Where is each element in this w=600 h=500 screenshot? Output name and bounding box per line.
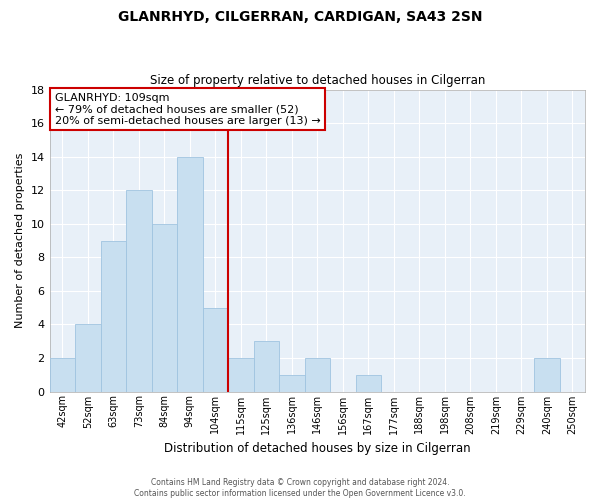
Bar <box>228 358 254 392</box>
Bar <box>534 358 560 392</box>
X-axis label: Distribution of detached houses by size in Cilgerran: Distribution of detached houses by size … <box>164 442 470 455</box>
Bar <box>177 156 203 392</box>
Text: GLANRHYD, CILGERRAN, CARDIGAN, SA43 2SN: GLANRHYD, CILGERRAN, CARDIGAN, SA43 2SN <box>118 10 482 24</box>
Text: Contains HM Land Registry data © Crown copyright and database right 2024.
Contai: Contains HM Land Registry data © Crown c… <box>134 478 466 498</box>
Title: Size of property relative to detached houses in Cilgerran: Size of property relative to detached ho… <box>149 74 485 87</box>
Y-axis label: Number of detached properties: Number of detached properties <box>15 153 25 328</box>
Bar <box>279 374 305 392</box>
Bar <box>203 308 228 392</box>
Bar <box>305 358 330 392</box>
Bar <box>152 224 177 392</box>
Bar <box>50 358 75 392</box>
Bar <box>356 374 381 392</box>
Bar <box>254 341 279 392</box>
Bar <box>101 240 126 392</box>
Bar <box>75 324 101 392</box>
Text: GLANRHYD: 109sqm
← 79% of detached houses are smaller (52)
20% of semi-detached : GLANRHYD: 109sqm ← 79% of detached house… <box>55 92 320 126</box>
Bar <box>126 190 152 392</box>
